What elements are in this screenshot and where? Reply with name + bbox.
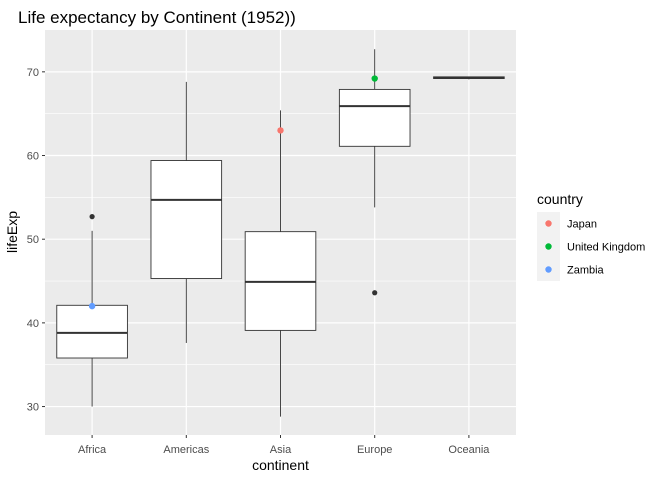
legend-item: Japan (537, 212, 597, 235)
outlier-point (372, 290, 378, 296)
legend-key-point (545, 220, 552, 227)
legend-key-point (545, 266, 552, 273)
box-body (338, 88, 411, 147)
point-zambia (88, 302, 96, 310)
y-tick-label: 50 (27, 234, 39, 246)
y-tick-label: 70 (27, 67, 39, 79)
legend-label: Zambia (567, 265, 605, 277)
outlier-point (89, 214, 95, 220)
y-axis-title: lifeExp (4, 211, 20, 253)
x-axis-title: continent (252, 457, 309, 473)
x-tick-label: Africa (78, 444, 107, 456)
legend-label: Japan (567, 219, 597, 231)
legend-label: United Kingdom (567, 242, 645, 254)
box-body (56, 304, 128, 359)
data-points (88, 75, 378, 310)
box-europe (338, 49, 411, 296)
point-japan (277, 127, 284, 134)
legend-item: United Kingdom (537, 235, 645, 258)
point-united-kingdom (371, 75, 378, 82)
legend-key-point (545, 243, 552, 250)
x-tick-label: Asia (270, 444, 292, 456)
box-body (150, 160, 223, 279)
y-tick-label: 40 (27, 318, 39, 330)
chart-title: Life expectancy by Continent (1952)) (18, 8, 296, 27)
x-tick-label: Oceania (448, 444, 490, 456)
legend: country Japan United Kingdom Zambia (537, 191, 645, 281)
box-oceania (433, 76, 505, 80)
y-tick-label: 30 (27, 402, 39, 414)
legend-item: Zambia (537, 258, 605, 281)
y-tick-label: 60 (27, 151, 39, 163)
legend-title: country (537, 191, 583, 207)
box-asia (244, 110, 317, 417)
box-americas (150, 81, 223, 343)
x-tick-label: Americas (163, 444, 209, 456)
x-tick-label: Europe (357, 444, 392, 456)
axes: 30 40 50 60 70 Africa Americas Asia Europe Oceani… (27, 67, 491, 456)
